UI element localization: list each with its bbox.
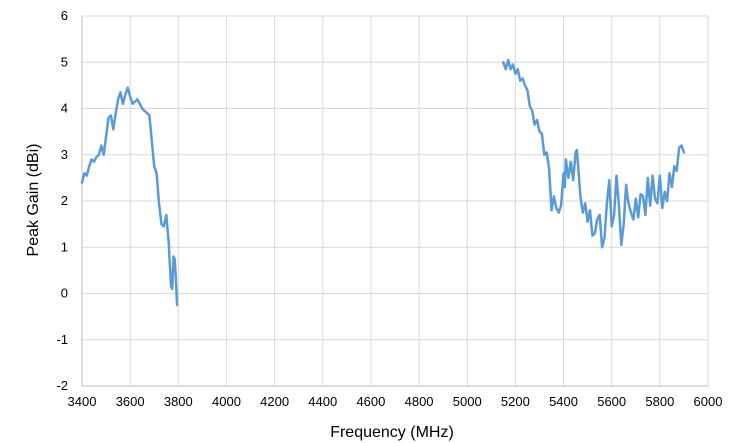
y-tick-label: -1 xyxy=(56,332,68,347)
y-tick-label: 2 xyxy=(61,193,68,208)
x-tick-label: 5600 xyxy=(597,394,626,409)
y-tick-label: 3 xyxy=(61,147,68,162)
y-tick-label: 1 xyxy=(61,239,68,254)
x-tick-label: 4400 xyxy=(308,394,337,409)
x-tick-labels: 3400 3600 3800 4000 4200 4400 4600 4800 5000 5200… xyxy=(68,394,723,409)
x-tick-label: 5000 xyxy=(453,394,482,409)
x-tick-label: 5400 xyxy=(549,394,578,409)
y-tick-label: 5 xyxy=(61,54,68,69)
x-tick-label: 5200 xyxy=(501,394,530,409)
x-tick-label: 6000 xyxy=(694,394,723,409)
x-axis-title: Frequency (MHz) xyxy=(330,424,454,441)
axes xyxy=(81,16,708,387)
x-tick-label: 4000 xyxy=(212,394,241,409)
x-tick-label: 4200 xyxy=(260,394,289,409)
y-tick-label: 4 xyxy=(61,101,68,116)
x-tick-label: 3400 xyxy=(68,394,97,409)
x-tick-label: 3600 xyxy=(116,394,145,409)
y-tick-labels: -2 -1 0 1 2 3 4 5 6 xyxy=(56,8,68,393)
x-tick-label: 4600 xyxy=(356,394,385,409)
y-tick-label: 0 xyxy=(61,286,68,301)
x-tick-label: 3800 xyxy=(164,394,193,409)
series-line-1 xyxy=(80,86,179,307)
series-lines xyxy=(80,58,686,307)
y-tick-label: -2 xyxy=(56,378,68,393)
y-axis-title: Peak Gain (dBi) xyxy=(25,144,42,257)
grid-lines xyxy=(81,15,709,387)
x-tick-label: 5800 xyxy=(645,394,674,409)
y-tick-label: 6 xyxy=(61,8,68,23)
series-line-2 xyxy=(502,58,686,249)
x-tick-label: 4800 xyxy=(405,394,434,409)
